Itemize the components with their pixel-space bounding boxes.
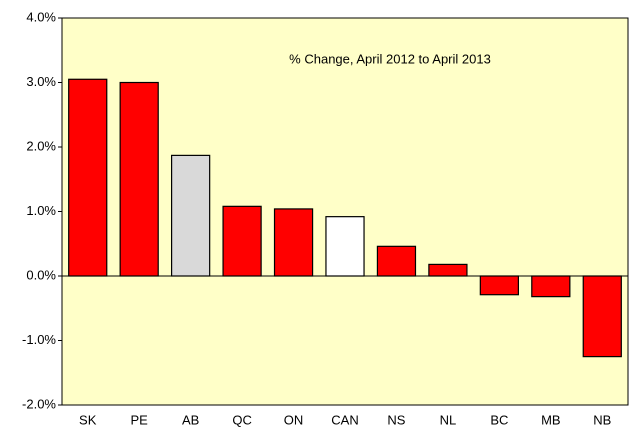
x-tick-label: PE [131, 412, 149, 427]
x-tick-label: SK [79, 412, 97, 427]
bar [119, 81, 159, 277]
bar [273, 208, 314, 277]
y-tick-label: 3.0% [26, 74, 56, 89]
x-tick-label: ON [284, 412, 304, 427]
y-tick-label: -2.0% [22, 396, 56, 411]
bar [222, 205, 262, 277]
y-tick-label: 2.0% [26, 138, 56, 153]
chart-title: % Change, April 2012 to April 2013 [289, 51, 491, 66]
x-tick-label: NB [593, 412, 611, 427]
x-tick-label: MB [541, 412, 561, 427]
x-tick-label: QC [232, 412, 252, 427]
bar [68, 78, 108, 277]
x-tick-label: CAN [331, 412, 358, 427]
y-tick-label: 4.0% [26, 9, 56, 24]
y-tick-label: -1.0% [22, 332, 56, 347]
bar [582, 275, 622, 358]
x-tick-label: BC [490, 412, 508, 427]
y-tick-label: 0.0% [26, 267, 56, 282]
x-tick-label: NL [440, 412, 457, 427]
y-tick-label: 1.0% [26, 203, 56, 218]
bar [170, 154, 211, 277]
bar [531, 275, 571, 298]
bar [376, 245, 417, 277]
bar [428, 263, 468, 277]
x-tick-label: AB [182, 412, 199, 427]
x-tick-label: NS [387, 412, 405, 427]
bar [479, 275, 520, 296]
bar [325, 216, 365, 277]
